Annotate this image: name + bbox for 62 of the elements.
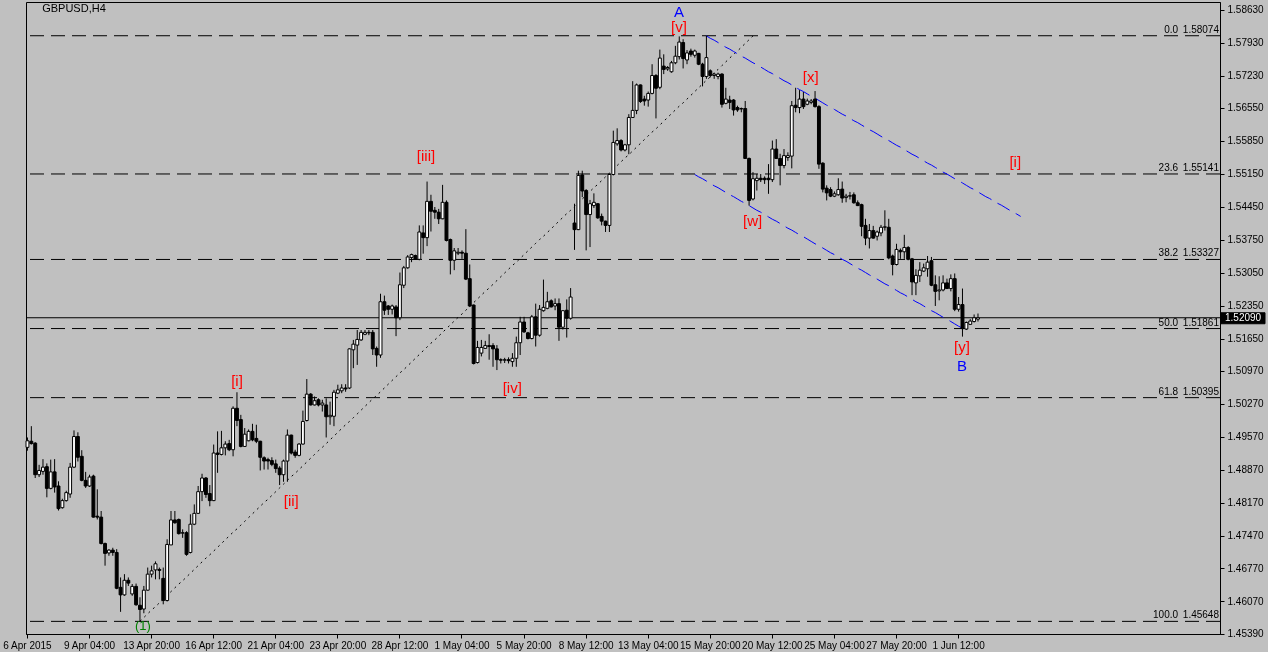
x-tick-label: 1 Jun 12:00: [932, 639, 986, 651]
annotation: 50.0: [1158, 316, 1179, 328]
ref-line-label: 1.55141: [1182, 161, 1220, 173]
x-tick-label: 6 Apr 2015: [3, 639, 53, 651]
x-tick-label: 1 May 04:00: [434, 639, 490, 651]
annotation: [y]: [953, 338, 970, 356]
annotation: [i]: [231, 372, 243, 390]
x-tick-label: 21 Apr 04:00: [247, 639, 305, 651]
y-tick-label: 1.57930: [1227, 37, 1265, 49]
y-tick-label: 1.46770: [1227, 562, 1265, 574]
x-tick-label: 8 May 12:00: [558, 639, 615, 651]
x-tick-label: 28 Apr 12:00: [371, 639, 429, 651]
annotation: [ii]: [283, 491, 299, 509]
x-tick-label: 20 May 12:00: [742, 639, 804, 651]
y-tick-label: 1.54450: [1227, 201, 1265, 213]
y-tick-label: 1.58630: [1227, 4, 1265, 16]
y-tick-label: 1.56550: [1227, 102, 1265, 114]
annotation: [iv]: [502, 379, 522, 397]
y-tick-label: 1.50270: [1227, 398, 1265, 410]
y-tick-label: 1.51650: [1227, 333, 1265, 344]
y-tick-label: 1.47470: [1227, 530, 1265, 541]
y-tick-label: 1.46070: [1227, 595, 1265, 607]
y-tick-label: 1.55150: [1227, 168, 1265, 180]
x-tick-label: 13 May 04:00: [617, 639, 679, 651]
x-tick-label: 15 May 20:00: [679, 639, 742, 651]
y-tick-label: 1.53050: [1227, 267, 1265, 279]
x-tick-label: 5 May 20:00: [496, 639, 553, 651]
annotation: [v]: [671, 18, 687, 36]
annotation: [x]: [802, 68, 819, 86]
y-tick-label: 1.55850: [1227, 135, 1265, 147]
ref-line-label: 1.45648: [1182, 609, 1220, 621]
x-tick-label: 16 Apr 12:00: [185, 639, 243, 651]
ref-line-label: 1.50395: [1182, 385, 1220, 397]
y-tick-label: 1.53750: [1227, 234, 1265, 246]
y-tick-label: 1.52350: [1227, 300, 1265, 312]
y-tick-label: 1.57230: [1227, 70, 1265, 82]
y-tick-label: 1.48170: [1227, 497, 1265, 509]
chart-title: GBPUSD,H4: [42, 2, 106, 15]
y-tick-label: 1.50970: [1227, 365, 1265, 377]
y-tick-label: 1.49570: [1227, 431, 1265, 443]
x-tick-label: 27 May 20:00: [866, 639, 928, 651]
annotation: 100.0: [1153, 609, 1179, 621]
annotation: B: [956, 357, 967, 375]
annotation: (1): [135, 618, 151, 634]
ref-line-label: 1.51861: [1182, 316, 1220, 328]
x-tick-label: 25 May 04:00: [804, 639, 866, 651]
annotation: A: [673, 3, 684, 21]
ref-line-label: 1.58074: [1182, 23, 1220, 35]
annotation: 38.2: [1158, 247, 1179, 259]
x-tick-label: 9 Apr 04:00: [63, 639, 116, 651]
annotation: [i]: [1009, 152, 1022, 170]
y-tick-label: 1.48870: [1227, 464, 1265, 476]
annotation: [iii]: [416, 146, 436, 164]
ref-line-label: 1.53327: [1182, 247, 1220, 259]
annotation: 23.6: [1158, 161, 1179, 173]
x-tick-label: 23 Apr 20:00: [309, 639, 367, 651]
x-tick-label: 13 Apr 20:00: [123, 639, 181, 651]
annotation: [w]: [742, 211, 763, 229]
ref-line-label: 1.52090: [1225, 311, 1262, 323]
y-tick-label: 1.45390: [1227, 628, 1265, 640]
annotation: 0.0: [1164, 23, 1179, 35]
annotation: 61.8: [1158, 385, 1179, 397]
